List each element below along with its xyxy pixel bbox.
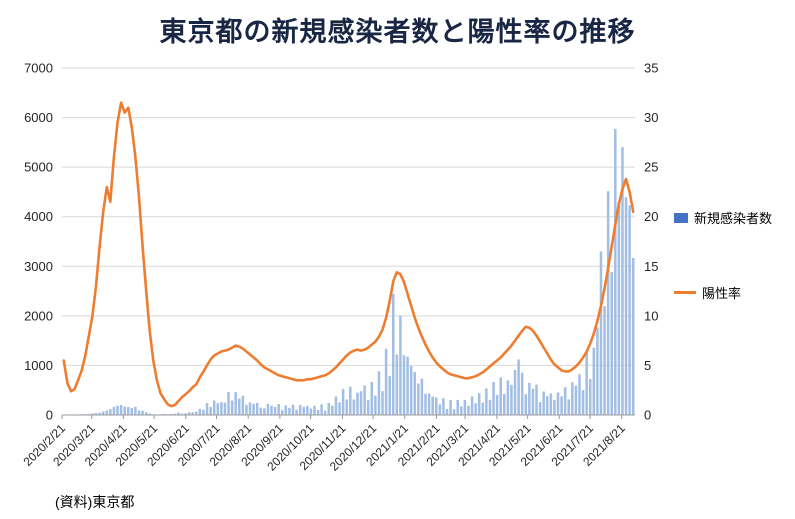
- chart-legend: 新規感染者数 陽性率: [674, 208, 772, 302]
- legend-item-cases: 新規感染者数: [674, 208, 772, 227]
- left-axis-labels: 0 1000 2000 3000 4000 5000 6000 7000: [24, 61, 53, 423]
- svg-text:10: 10: [644, 308, 658, 323]
- svg-text:0: 0: [46, 408, 53, 423]
- svg-text:5000: 5000: [24, 160, 53, 175]
- svg-text:4000: 4000: [24, 209, 53, 224]
- svg-text:7000: 7000: [24, 61, 53, 76]
- x-axis-ticks: [61, 415, 623, 419]
- svg-text:0: 0: [644, 408, 651, 423]
- svg-text:6000: 6000: [24, 110, 53, 125]
- svg-text:35: 35: [644, 61, 658, 76]
- svg-text:30: 30: [644, 110, 658, 125]
- legend-label-rate: 陽性率: [702, 286, 742, 301]
- svg-text:2000: 2000: [24, 308, 53, 323]
- legend-label-cases: 新規感染者数: [694, 211, 773, 226]
- line-series-legend-marker: [674, 291, 696, 294]
- svg-text:20: 20: [644, 209, 658, 224]
- chart-plot: 0 1000 2000 3000 4000 5000 6000 7000 0 5 10 15 20 25 3…: [20, 61, 658, 474]
- svg-text:3000: 3000: [24, 259, 53, 274]
- chart-title: 東京都の新規感染者数と陽性率の推移: [159, 17, 636, 47]
- svg-text:1000: 1000: [24, 358, 53, 373]
- source-note: (資料)東京都: [55, 494, 135, 510]
- bar-series-legend-marker: [674, 212, 688, 223]
- svg-text:25: 25: [644, 160, 658, 175]
- right-axis-labels: 0 5 10 15 20 25 30 35: [644, 61, 658, 423]
- svg-text:5: 5: [644, 358, 651, 373]
- cases-bars: [62, 128, 635, 415]
- gridlines: [62, 67, 635, 366]
- svg-text:15: 15: [644, 259, 658, 274]
- positivity-rate-line: [62, 101, 635, 408]
- x-axis-labels: 2020/2/212020/3/212020/4/212020/5/212020…: [20, 421, 628, 474]
- legend-item-rate: 陽性率: [674, 283, 772, 302]
